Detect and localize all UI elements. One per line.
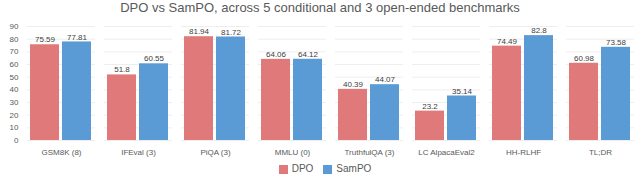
- svg-text:MMLU (0): MMLU (0): [275, 148, 311, 157]
- svg-text:23.2: 23.2: [422, 102, 438, 111]
- svg-text:35.14: 35.14: [452, 87, 473, 96]
- svg-text:82.8: 82.8: [531, 26, 547, 35]
- svg-text:75.59: 75.59: [35, 35, 56, 44]
- svg-text:0: 0: [14, 136, 19, 145]
- svg-text:40: 40: [10, 85, 19, 94]
- html-text:DPO: DPO: [291, 163, 314, 174]
- svg-text:80: 80: [10, 35, 19, 44]
- svg-text:64.12: 64.12: [298, 50, 319, 59]
- svg-text:20: 20: [10, 111, 19, 120]
- svg-text:73.58: 73.58: [606, 38, 627, 47]
- svg-text:90: 90: [10, 22, 19, 31]
- svg-text:TruthfulQA (3): TruthfulQA (3): [345, 148, 395, 157]
- svg-text:81.72: 81.72: [221, 28, 242, 37]
- svg-text:PiQA (3): PiQA (3): [200, 148, 231, 157]
- html-text:SamPO: SamPO: [336, 163, 372, 174]
- svg-text:44.07: 44.07: [375, 75, 396, 84]
- svg-text:LC AlpacaEval2: LC AlpacaEval2: [418, 148, 475, 157]
- svg-text:81.94: 81.94: [189, 27, 210, 36]
- svg-text:51.8: 51.8: [114, 65, 130, 74]
- svg-text:50: 50: [10, 73, 19, 82]
- html-text:DPO vs SamPO, across 5 conditi: DPO vs SamPO, across 5 conditional and 3…: [120, 0, 520, 15]
- svg-text:64.06: 64.06: [266, 50, 287, 59]
- svg-text:60.55: 60.55: [144, 54, 165, 63]
- svg-text:60.98: 60.98: [574, 54, 595, 63]
- svg-text:10: 10: [10, 123, 19, 132]
- svg-text:30: 30: [10, 98, 19, 107]
- svg-text:74.49: 74.49: [497, 37, 518, 46]
- svg-text:70: 70: [10, 47, 19, 56]
- svg-text:TL;DR: TL;DR: [589, 148, 612, 157]
- svg-text:60: 60: [10, 60, 19, 69]
- svg-text:IFEval (3): IFEval (3): [121, 148, 156, 157]
- svg-text:HH-RLHF: HH-RLHF: [506, 148, 541, 157]
- svg-text:77.81: 77.81: [67, 33, 88, 42]
- svg-text:40.39: 40.39: [343, 80, 364, 89]
- svg-text:GSM8K (8): GSM8K (8): [41, 148, 81, 157]
